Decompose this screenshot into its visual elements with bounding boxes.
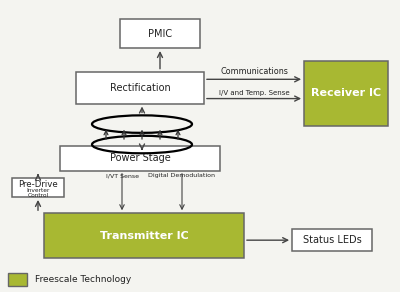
Text: Communications: Communications: [220, 67, 288, 76]
FancyBboxPatch shape: [76, 72, 204, 104]
Text: Digital Demodulation: Digital Demodulation: [148, 173, 216, 178]
Text: Pre-Drive: Pre-Drive: [18, 180, 58, 189]
FancyBboxPatch shape: [120, 19, 200, 48]
FancyBboxPatch shape: [292, 229, 372, 251]
FancyBboxPatch shape: [304, 61, 388, 126]
Text: Rectification: Rectification: [110, 83, 170, 93]
FancyBboxPatch shape: [12, 178, 64, 197]
Text: Receiver IC: Receiver IC: [311, 88, 381, 98]
Text: I/VT Sense: I/VT Sense: [106, 173, 138, 178]
Text: Power Stage: Power Stage: [110, 153, 170, 164]
FancyBboxPatch shape: [8, 273, 27, 286]
Text: Transmitter IC: Transmitter IC: [100, 231, 188, 241]
Text: Status LEDs: Status LEDs: [303, 235, 361, 245]
Text: PMIC: PMIC: [148, 29, 172, 39]
Text: Freescale Technology: Freescale Technology: [35, 275, 132, 284]
FancyBboxPatch shape: [44, 213, 244, 258]
Text: Inverter
Control: Inverter Control: [26, 187, 50, 198]
Text: I/V and Temp. Sense: I/V and Temp. Sense: [219, 90, 289, 96]
FancyBboxPatch shape: [60, 146, 220, 171]
